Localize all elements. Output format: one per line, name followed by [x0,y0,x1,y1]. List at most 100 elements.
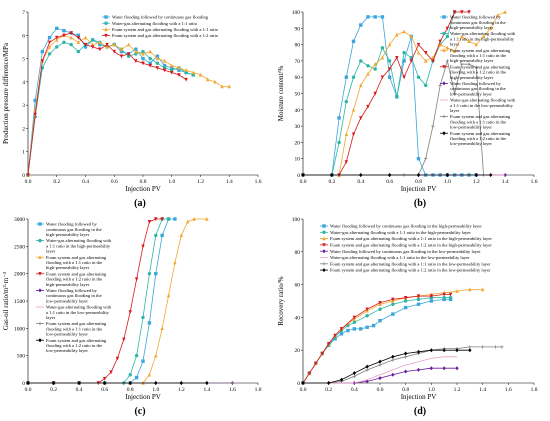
legend-entry: continuous gas flooding in the [450,20,506,25]
data-point [380,46,385,50]
data-point [148,61,152,65]
data-point [442,366,446,371]
data-point [98,42,102,47]
data-point [344,132,349,136]
data-point [344,99,349,104]
data-point [438,83,442,88]
y-tick-label: 30 [295,124,301,130]
data-point [424,58,428,63]
data-point [26,381,30,385]
data-point [47,44,52,49]
data-point [359,327,363,331]
x-tick-label: 1.4 [479,387,486,393]
data-point [416,294,421,299]
legend-entry: Water-gas alternating flooding with [46,238,112,243]
data-point [326,341,331,346]
data-point [351,132,356,137]
series-line [302,299,451,384]
legend-entry: layer [46,249,56,254]
data-point [76,35,81,40]
data-point [387,173,392,177]
y-tick-label: 0 [297,173,300,179]
data-point [445,59,450,63]
data-point [429,366,434,371]
panel-label: (d) [414,406,426,417]
data-point [109,370,113,375]
data-point [90,38,95,42]
data-point [141,49,145,54]
legend-entry: Foam system and gas alternating flooding… [330,236,492,241]
x-tick-label: 1.6 [505,387,512,393]
data-point [147,220,152,224]
data-point [455,366,459,371]
data-point [220,84,224,89]
data-point [403,369,408,374]
x-tick-label: 1.0 [168,179,175,185]
data-point [154,233,158,238]
data-point [134,49,138,54]
data-point [320,351,324,356]
data-point [155,66,160,70]
x-tick-label: 1.2 [473,179,480,185]
data-point [186,219,190,224]
legend-entry: high-permeability layer [46,265,90,270]
data-point [141,315,145,320]
data-point [141,359,145,363]
data-point [177,65,181,70]
data-point [62,28,66,33]
data-point [98,47,102,52]
legend-entry: continuous gas flooding in the [450,86,506,91]
legend-entry: low-permeability layer [46,298,88,303]
series-line [303,349,470,384]
data-point [409,59,413,63]
y-tick-label: 80 [295,43,301,49]
data-point [155,54,160,58]
data-point [442,296,446,300]
data-point [378,363,382,367]
y-tick-label: 500 [17,354,26,360]
legend-entry: low-permeability layer [46,348,88,353]
data-point [166,293,171,298]
data-point [402,75,406,80]
y-tick-label: 60 [295,75,301,81]
data-point [83,42,88,47]
data-point [337,116,341,120]
legend-entry: high-permeability layer [450,58,494,63]
data-point [47,35,52,40]
x-tick-label: 0.4 [351,387,358,393]
data-point [148,63,152,68]
x-tick-label: 0.6 [111,179,118,185]
data-point [359,59,363,63]
panel-label: (a) [134,198,146,209]
data-point [391,372,395,377]
data-point [102,381,107,385]
x-tick-label: 1.0 [428,387,435,393]
data-point [112,42,116,47]
data-point [227,84,231,89]
legend-marker [322,224,326,228]
data-point [416,297,421,302]
data-point [179,233,184,238]
data-point [339,332,344,336]
data-point [448,292,453,297]
legend-marker [38,222,42,226]
data-point [380,75,385,80]
legend-entry: Water-gas alternating flooding with a 1:… [112,21,198,26]
data-point [83,45,88,49]
legend-entry: a 1:1 ratio in the low-permeability [46,310,110,315]
data-point [26,173,30,178]
data-point [403,299,408,303]
data-point [330,173,334,177]
data-point [40,59,45,63]
data-point [416,367,421,372]
x-axis-label: Injection PV [401,185,437,193]
data-point [147,321,152,325]
legend-marker [322,230,326,234]
data-point [69,31,73,36]
data-point [460,10,464,15]
legend-entry: Foam system and gas alternating flooding… [330,268,491,273]
data-point [191,70,196,75]
data-point [301,173,305,177]
data-point [402,51,406,55]
x-axis-label: Injection PV [401,393,437,401]
